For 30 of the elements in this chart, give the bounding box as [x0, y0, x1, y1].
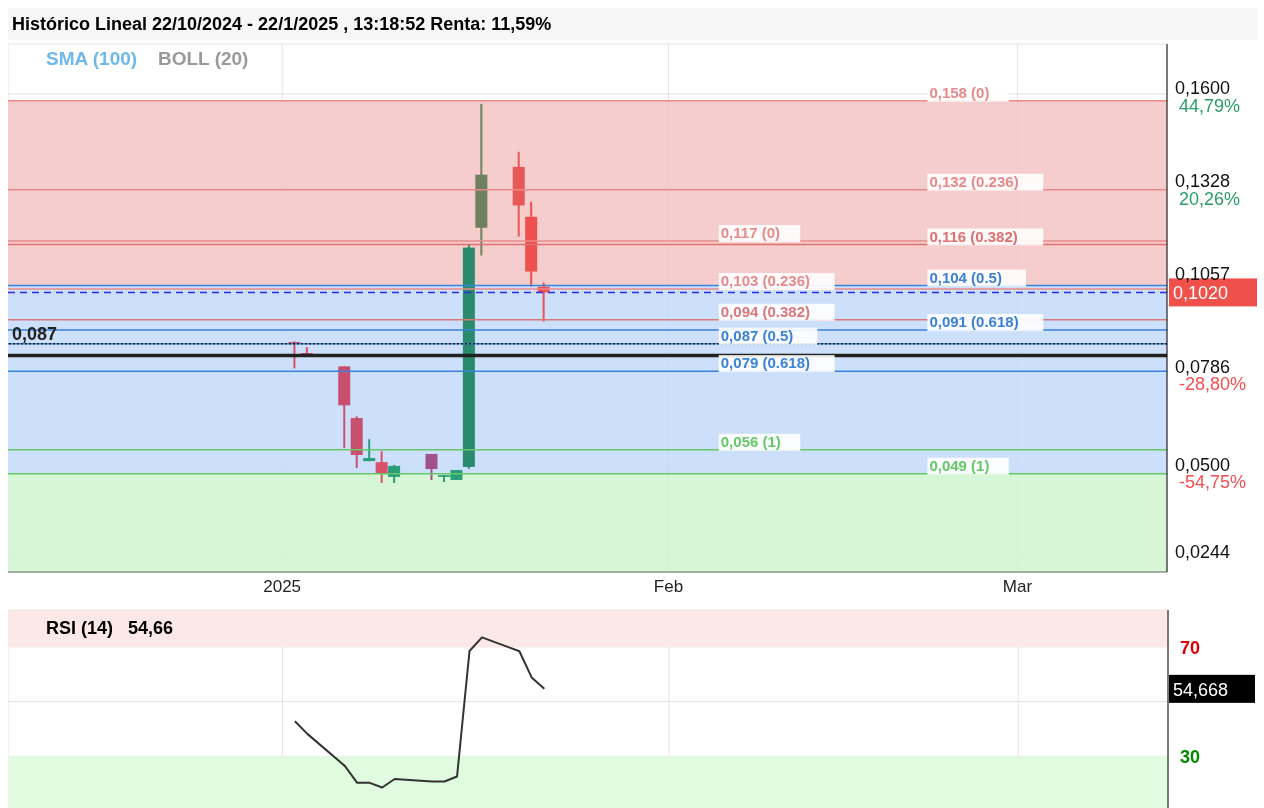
ref-line-label: 0,049 (1): [929, 456, 990, 474]
chart-title: RSI (14) 54,66: [46, 618, 174, 639]
x-tick-label: Mar: [1002, 577, 1033, 597]
y-tick-label: 30: [1180, 747, 1201, 768]
text: 54,668: [1173, 679, 1229, 700]
ref-line-label: 0,087: [12, 323, 58, 344]
ref-line-label: 0,087 (0.5): [720, 326, 794, 344]
ref-line-label: 0,1020: [1173, 283, 1229, 304]
x-tick-label: 2025: [263, 577, 302, 597]
ref-line-label: 0,117 (0): [720, 224, 780, 242]
ref-line-label: 0,094 (0.382): [720, 302, 811, 320]
chart-title: Histórico Lineal 22/10/2024 - 22/1/2025 , 13:18:52 Renta: 11,59%: [8, 8, 1258, 40]
annotation: SMA (100): [46, 48, 138, 70]
ref-line-label: 0,103 (0.236): [720, 272, 811, 290]
y2-tick-label: -54,75%: [1179, 472, 1247, 493]
ref-line-label: 0,079 (0.618): [720, 354, 811, 372]
y-tick-label: 0,0500: [1175, 454, 1231, 475]
ref-line-label: 0,056 (1): [720, 432, 781, 450]
line-series: [293, 636, 546, 789]
x-tick-label: Feb: [653, 577, 684, 597]
ref-line-label: 0,116 (0.382): [929, 227, 1018, 245]
annotation: BOLL (20): [158, 48, 249, 70]
y2-tick-label: -28,80%: [1179, 374, 1247, 395]
ref-line-label: 0,158 (0): [929, 83, 990, 101]
ref-line-label: 0,104 (0.5): [929, 268, 1002, 286]
y-tick-label: 70: [1180, 637, 1201, 658]
ref-line-label: 0,132 (0.236): [929, 172, 1019, 190]
ref-line-label: 0,091 (0.618): [929, 313, 1019, 331]
y-tick-label: 0,0244: [1175, 542, 1231, 563]
y-tick-label: 0,0786: [1175, 356, 1231, 377]
